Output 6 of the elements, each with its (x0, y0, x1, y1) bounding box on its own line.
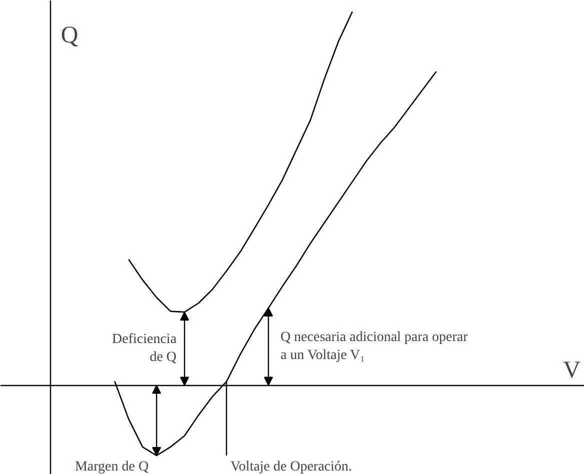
annotation: Deficiencia de Q (112, 332, 178, 366)
y-axis-title: Q (60, 22, 78, 48)
x-axis-title: V (563, 357, 582, 384)
text: Margen de Q (74, 460, 149, 474)
annotation: Q necesaria adicional para operar a un Voltaje V₁ (280, 330, 468, 364)
text: Voltaje de Operación. (230, 460, 352, 474)
